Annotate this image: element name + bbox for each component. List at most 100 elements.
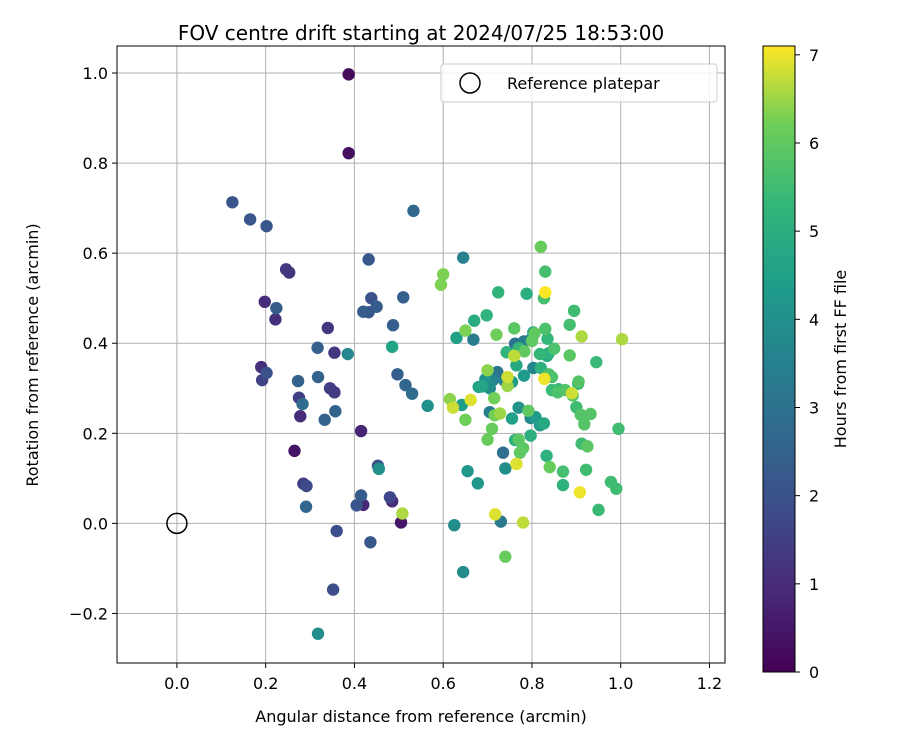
data-point [505,412,519,425]
data-point [260,219,273,233]
data-point [399,378,412,392]
data-point [364,536,377,549]
data-point [480,309,493,322]
data-point [448,518,461,532]
data-point [294,410,307,423]
data-points [226,68,629,640]
data-point [520,287,533,300]
data-point [405,387,419,400]
data-point [501,379,514,393]
grid-lines [117,46,725,663]
data-point [575,330,588,343]
legend-label: Reference platepar [507,74,660,93]
data-point [516,516,530,529]
data-point [396,507,409,520]
data-point [296,397,309,411]
y-axis-title: Rotation from reference (arcmin) [23,223,42,486]
colorbar-gradient [762,45,796,673]
y-tick-label: 0.0 [83,514,108,533]
data-point [592,503,605,517]
data-point [567,304,581,318]
data-point [574,408,587,422]
plot-frame [116,45,726,664]
y-tick-label: 0.6 [83,244,108,263]
data-point [467,333,480,346]
data-point [573,486,587,499]
data-point [446,401,460,414]
data-point [471,477,485,490]
data-point [258,295,271,309]
data-point [385,340,399,354]
legend: Reference platepar [440,63,718,103]
data-point [481,364,494,377]
data-point [496,446,510,459]
data-point [563,318,576,331]
data-point [434,278,448,291]
data-point [590,355,603,369]
colorbar-title: Hours from first FF file [831,270,850,449]
data-point [300,479,313,493]
data-point [499,550,512,563]
data-point [288,444,301,458]
data-point [321,321,335,335]
data-point [341,347,354,361]
data-point [318,413,331,427]
y-tick-label: 0.2 [83,424,108,443]
data-point [450,331,463,345]
data-point [517,369,531,382]
data-point [528,327,541,340]
data-point [386,319,400,332]
data-point [510,457,523,471]
chart-title: FOV centre drift starting at 2024/07/25 … [178,21,664,45]
data-point [533,347,547,361]
data-point [556,465,570,478]
x-tick-label: 0.6 [430,674,455,693]
data-point [330,524,343,538]
data-point [501,370,514,384]
data-point [461,464,474,478]
data-point [539,322,552,336]
data-point [604,475,618,489]
data-point [481,433,494,446]
data-point [507,349,521,363]
data-point [572,375,585,388]
data-point [512,401,525,414]
data-point [329,405,342,418]
legend-box [440,63,718,103]
colorbar-tick-label: 5 [809,222,819,241]
data-point [372,462,386,476]
data-point [291,374,305,388]
data-point [540,449,553,463]
data-point [534,240,548,254]
data-point [522,404,535,417]
data-point [476,380,489,393]
data-point [357,305,370,318]
x-tick-label: 0.4 [342,674,367,693]
data-point [488,391,501,405]
data-point [328,346,341,359]
data-point [518,345,531,358]
data-point [456,251,470,264]
data-point [488,508,502,521]
data-point [556,478,570,492]
data-point [490,328,503,341]
data-point [270,301,283,315]
data-point [485,422,499,436]
x-axis-title: Angular distance from reference (arcmin) [255,707,586,726]
legend-marker [459,72,481,94]
colorbar-ticks: 0 1 2 3 4 5 6 7 [795,46,819,682]
colorbar-tick-label: 2 [809,487,819,506]
colorbar-tick-label: 0 [809,663,819,682]
data-point [362,253,375,266]
x-tick-label: 1.0 [608,674,633,693]
data-point [578,418,591,431]
x-tick-label: 1.2 [697,674,722,693]
data-point [354,424,368,438]
data-point [459,413,472,427]
data-point [279,263,293,276]
data-point [407,204,420,218]
y-tick-label: 0.4 [83,334,108,353]
data-point [350,499,363,512]
data-point [311,627,325,640]
